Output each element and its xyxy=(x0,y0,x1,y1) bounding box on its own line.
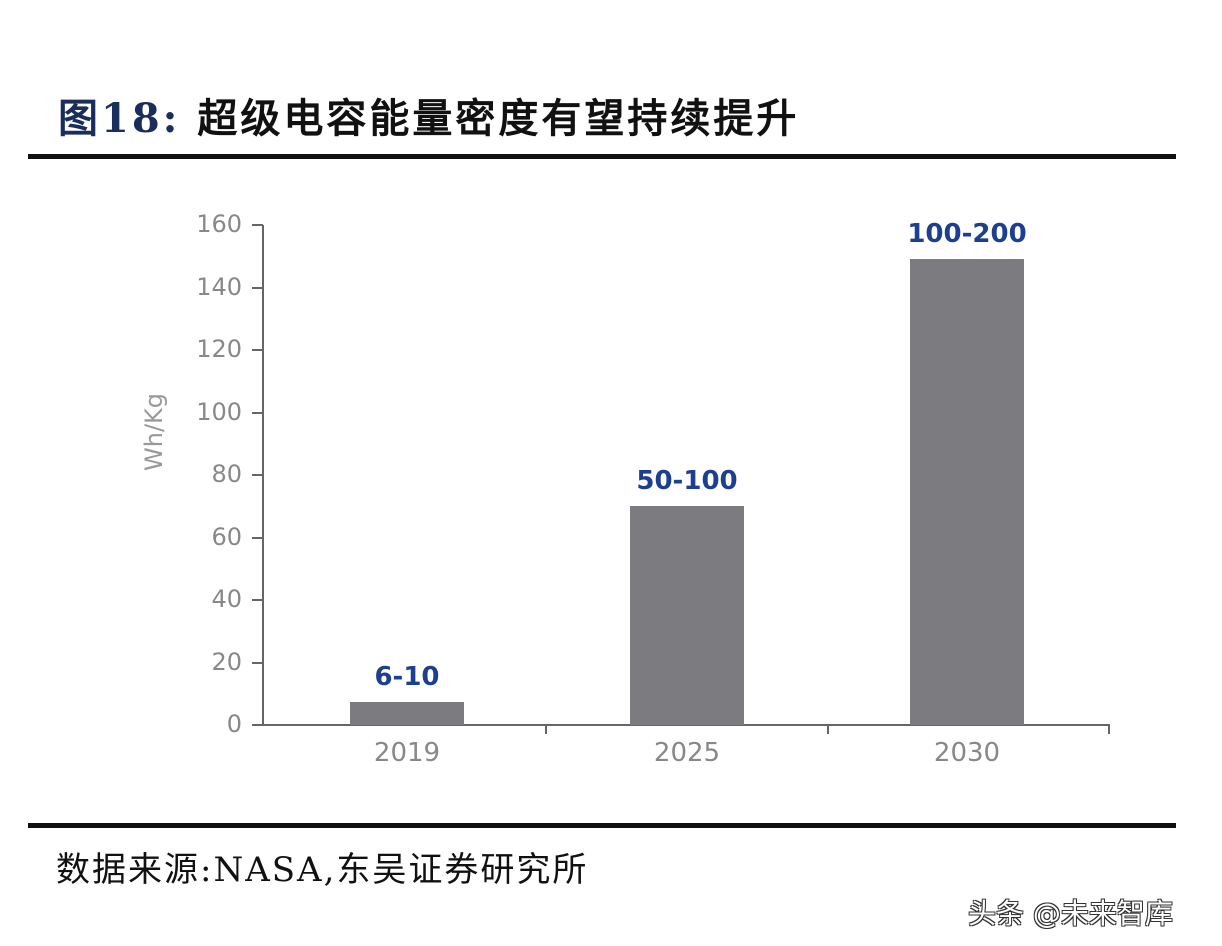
figure-title: 图18: 超级电容能量密度有望持续提升 xyxy=(58,86,799,144)
figure-title-text: 超级电容能量密度有望持续提升 xyxy=(197,95,800,142)
y-tick xyxy=(252,286,263,289)
bar-2019 xyxy=(350,701,464,725)
y-tick xyxy=(252,349,263,351)
figure-number: 图18: xyxy=(58,95,181,142)
bar-data-label: 50-100 xyxy=(636,466,738,497)
y-tick xyxy=(252,599,263,601)
watermark: 头条 @未来智库 xyxy=(968,897,1173,930)
bar-2025 xyxy=(630,506,744,725)
x-tick xyxy=(827,724,829,734)
bar-chart: Wh/Kg 0 20 40 60 80 100 120 140 160 6-10 2019 50-1… xyxy=(140,210,1110,768)
y-tick xyxy=(252,474,263,476)
y-tick xyxy=(252,411,263,414)
y-tick xyxy=(252,661,263,664)
y-axis xyxy=(262,225,264,726)
y-tick-label: 120 xyxy=(196,335,242,363)
bar-2030 xyxy=(910,259,1024,725)
y-tick xyxy=(252,224,263,226)
x-tick xyxy=(1108,724,1110,734)
bar-data-label: 100-200 xyxy=(907,219,1027,250)
y-tick-label: 140 xyxy=(196,272,242,301)
x-tick xyxy=(545,724,547,734)
y-tick-label: 80 xyxy=(211,460,242,488)
x-category-label: 2019 xyxy=(373,738,441,768)
y-tick-label: 40 xyxy=(211,585,242,613)
y-tick-label: 20 xyxy=(211,647,242,676)
x-category-label: 2025 xyxy=(653,738,721,768)
bottom-divider xyxy=(28,823,1176,828)
top-divider xyxy=(28,154,1176,159)
y-tick xyxy=(252,536,263,539)
y-tick-label: 100 xyxy=(196,397,242,426)
source-note: 数据来源:NASA,东吴证券研究所 xyxy=(56,850,589,890)
bar-data-label: 6-10 xyxy=(374,661,440,692)
y-axis-label: Wh/Kg xyxy=(140,393,168,471)
y-tick xyxy=(252,724,263,726)
x-axis xyxy=(262,724,1110,726)
y-tick-label: 60 xyxy=(211,522,242,551)
x-category-label: 2030 xyxy=(933,738,1001,768)
y-tick-label: 0 xyxy=(226,710,242,738)
y-tick-label: 160 xyxy=(196,210,242,238)
